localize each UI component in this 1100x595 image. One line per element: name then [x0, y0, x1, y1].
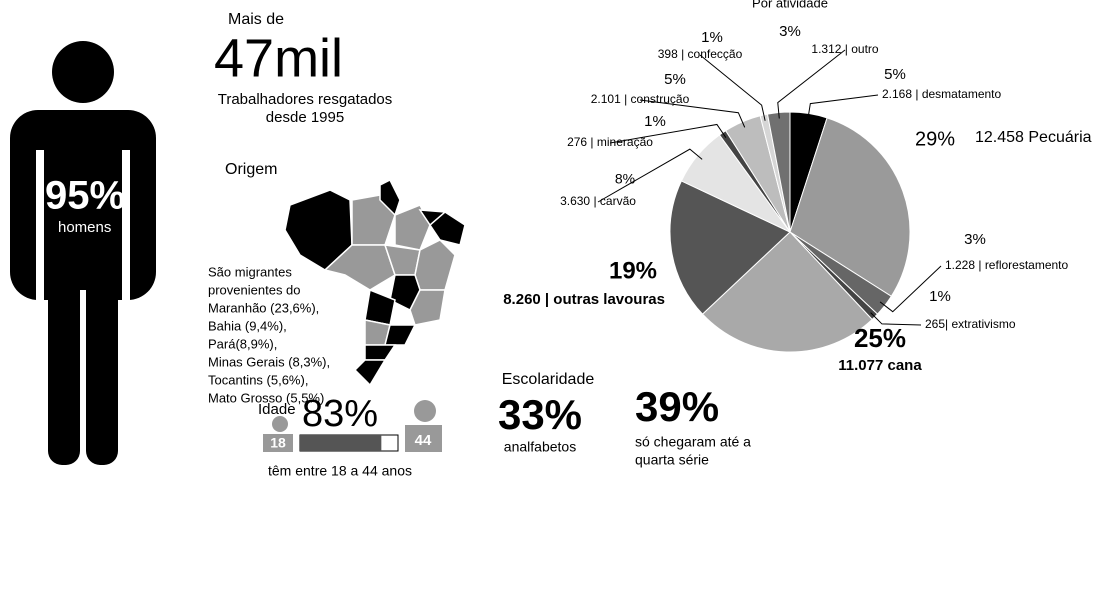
slice-label: 2.168 | desmatamento: [882, 87, 1002, 101]
slice-label: 276 | mineração: [567, 135, 653, 149]
origin-line: São migrantes: [208, 264, 292, 279]
slice-percent: 1%: [644, 113, 666, 130]
leader-line: [597, 148, 703, 203]
schooling-text: só chegaram até a: [635, 434, 751, 450]
man-silhouette: [10, 41, 156, 465]
age-icons: [263, 400, 442, 452]
slice-label: 2.101 | construção: [591, 92, 690, 106]
slice-label: 1.228 | reflorestamento: [945, 258, 1069, 272]
pie-slice: [701, 231, 873, 353]
leader-line: [807, 94, 879, 120]
slice-label: 11.077 cana: [838, 357, 922, 374]
schooling-text: quarta série: [635, 452, 709, 468]
slice-label: 12.458 Pecuária: [975, 129, 1092, 146]
slice-percent: 29%: [915, 128, 955, 150]
header-big: 47mil: [214, 28, 343, 88]
origin-line: provenientes do: [208, 282, 301, 297]
header-pre: Mais de: [228, 11, 284, 28]
age-bar: [300, 435, 382, 451]
origin-line: Bahia (9,4%),: [208, 318, 287, 333]
slice-percent: 1%: [701, 29, 723, 46]
header-sub: desde 1995: [266, 109, 344, 126]
slice-percent: 5%: [884, 66, 906, 83]
slice-label: 398 | confecção: [658, 47, 743, 61]
schooling-title: Escolaridade: [502, 371, 595, 388]
header-sub: Trabalhadores resgatados: [218, 91, 393, 108]
age-value-label: 83%: [302, 393, 378, 435]
age-min: 18: [270, 435, 286, 451]
slice-percent: 25%: [854, 323, 906, 353]
leader-line: [870, 312, 922, 326]
age-max: 44: [415, 432, 432, 449]
age-caption: têm entre 18 a 44 anos: [268, 463, 412, 479]
pie-slice: [789, 117, 911, 297]
pie-title: Por atividade: [752, 0, 828, 10]
origin-line: Pará(8,9%),: [208, 336, 277, 351]
slice-label: 265| extrativismo: [925, 317, 1016, 331]
slice-percent: 19%: [609, 257, 657, 284]
slice-label: 3.630 | carvão: [560, 194, 636, 208]
leader-line: [639, 99, 746, 128]
schooling-value: 39%: [635, 383, 719, 430]
leader-line: [879, 265, 942, 313]
leader-line: [699, 54, 766, 121]
schooling-text: analfabetos: [504, 439, 576, 455]
origin-title: Origem: [225, 161, 277, 178]
slice-percent: 8%: [615, 171, 635, 187]
slice-label: 1.312 | outro: [811, 42, 878, 56]
age-title: Idade: [258, 401, 296, 418]
origin-line: Mato Grosso (5,5%): [208, 390, 324, 405]
gender-label: homens: [58, 219, 111, 236]
brazil-map: [284, 178, 466, 387]
origin-line: Maranhão (23,6%),: [208, 300, 319, 315]
slice-percent: 5%: [664, 71, 686, 88]
pie-slice: [669, 180, 791, 315]
leader-line: [609, 123, 727, 144]
origin-line: Minas Gerais (8,3%),: [208, 354, 330, 369]
slice-percent: 1%: [929, 288, 951, 305]
origin-line: Tocantins (5,6%),: [208, 372, 308, 387]
slice-percent: 3%: [779, 23, 801, 40]
schooling-value: 33%: [498, 391, 582, 438]
slice-percent: 3%: [964, 231, 986, 248]
gender-value: 95%: [45, 174, 125, 218]
leader-line: [777, 49, 846, 119]
slice-label: 8.260 | outras lavouras: [503, 291, 665, 308]
